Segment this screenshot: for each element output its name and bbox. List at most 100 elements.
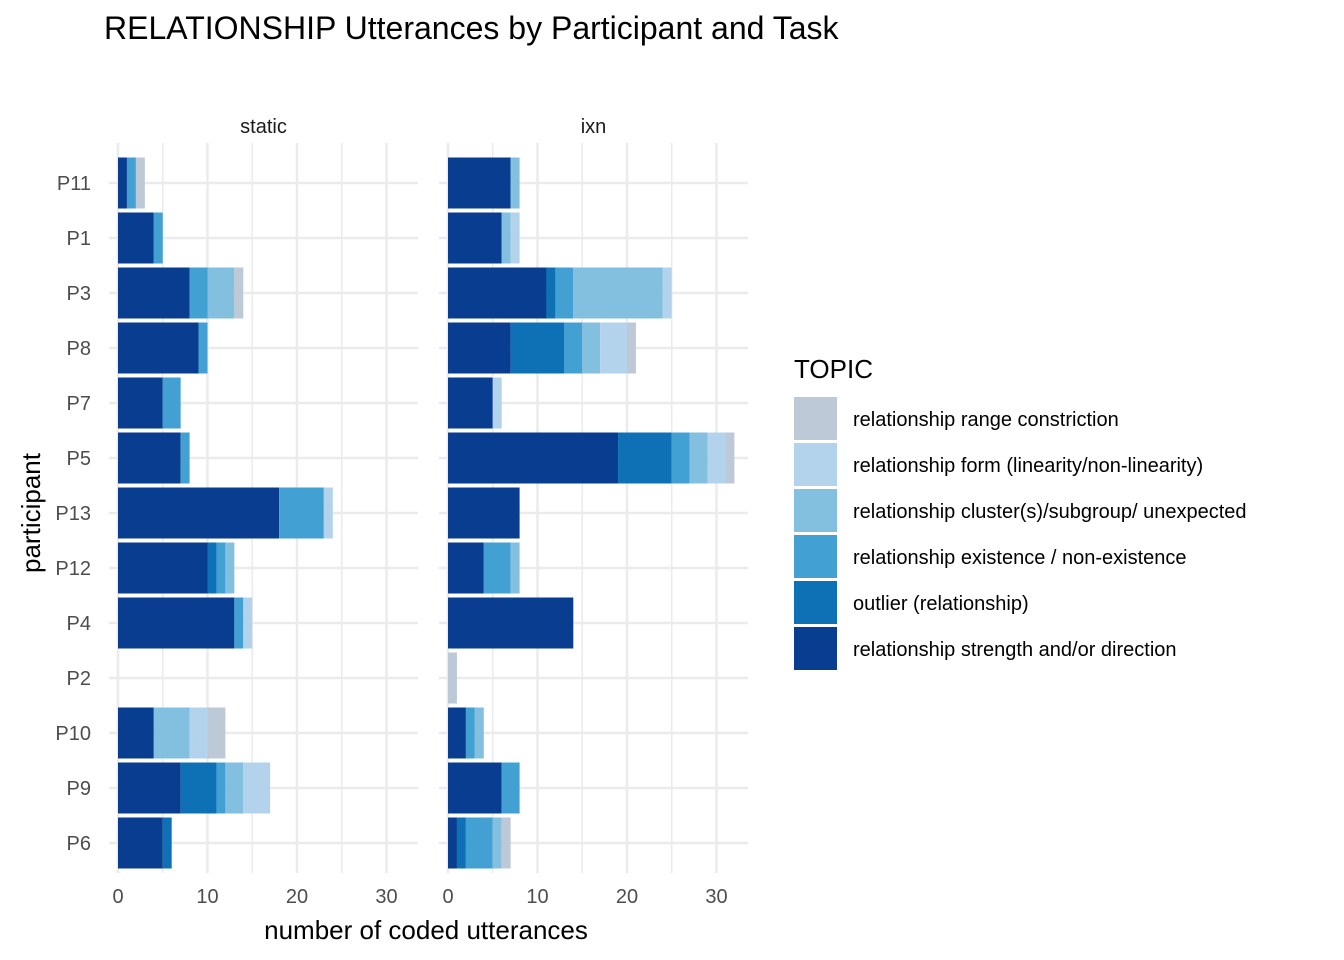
bar-segment-static-p7-relationship-strength-and-or-direction — [118, 377, 163, 429]
facet-label-ixn: ixn — [581, 116, 607, 138]
x-tick-label: 20 — [286, 886, 308, 908]
bar-segment-ixn-p7-relationship-form-linearity-non-linearity — [492, 377, 502, 429]
bar-segment-static-p13-relationship-strength-and-or-direction — [118, 487, 280, 539]
bar-segment-ixn-p1-relationship-form-linearity-non-linearity — [510, 212, 520, 264]
y-tick-label-p2: P2 — [67, 668, 91, 690]
bar-segment-static-p1-relationship-existence-non-existence — [153, 212, 163, 264]
panel-ixn: ixn 0 10 20 30 — [439, 116, 748, 908]
bar-segment-ixn-p13-relationship-strength-and-or-direction — [448, 487, 520, 539]
bar-segment-ixn-p10-relationship-cluster-s-subgroup-unexpected — [474, 707, 484, 759]
legend-swatch-relationship-existence-non-existence — [794, 535, 837, 578]
x-tick-label: 10 — [196, 886, 218, 908]
bar-segment-ixn-p1-relationship-cluster-s-subgroup-unexpected — [501, 212, 511, 264]
legend-swatch-relationship-strength-and-or-direction — [794, 627, 837, 670]
y-axis: P11 P1 P3 P8 P7 P5 P13 P12 P4 P2 P10 P9 P6 — [55, 173, 91, 855]
bar-segment-ixn-p4-relationship-strength-and-or-direction — [448, 597, 574, 649]
bar-segment-ixn-p12-relationship-strength-and-or-direction — [448, 542, 484, 594]
bar-segment-static-p4-relationship-strength-and-or-direction — [118, 597, 235, 649]
panel-static: static 0 10 20 30 — [109, 116, 418, 908]
facet-label-static: static — [240, 116, 287, 138]
bar-segment-static-p9-relationship-form-linearity-non-linearity — [243, 762, 271, 814]
bar-segment-static-p10-relationship-strength-and-or-direction — [118, 707, 154, 759]
bar-segment-ixn-p11-relationship-strength-and-or-direction — [448, 157, 511, 209]
bar-segment-static-p4-relationship-form-linearity-non-linearity — [243, 597, 253, 649]
legend-label-outlier-relationship: outlier (relationship) — [853, 593, 1029, 615]
bar-segment-static-p9-outlier-relationship — [180, 762, 217, 814]
bar-segment-ixn-p8-outlier-relationship — [510, 322, 565, 374]
legend-label-relationship-existence-non-existence: relationship existence / non-existence — [853, 547, 1187, 569]
bar-segment-ixn-p8-relationship-range-constriction — [627, 322, 636, 374]
bar-segment-static-p10-relationship-range-constriction — [207, 707, 226, 759]
bar-segment-ixn-p8-relationship-strength-and-or-direction — [448, 322, 511, 374]
bar-segment-static-p10-relationship-cluster-s-subgroup-unexpected — [153, 707, 190, 759]
bar-segment-static-p13-relationship-existence-non-existence — [279, 487, 324, 539]
legend-label-relationship-form-linearity-non-linearity: relationship form (linearity/non-lineari… — [853, 455, 1203, 477]
bar-segment-ixn-p8-relationship-cluster-s-subgroup-unexpected — [582, 322, 601, 374]
bar-segment-static-p9-relationship-strength-and-or-direction — [118, 762, 181, 814]
bar-segment-ixn-p8-relationship-existence-non-existence — [564, 322, 583, 374]
bar-segment-static-p11-relationship-existence-non-existence — [126, 157, 136, 209]
x-tick-label: 10 — [526, 886, 548, 908]
bar-segment-ixn-p3-relationship-existence-non-existence — [555, 267, 574, 319]
bar-segment-static-p3-relationship-range-constriction — [234, 267, 244, 319]
bar-segment-ixn-p10-relationship-strength-and-or-direction — [448, 707, 466, 759]
legend-label-relationship-range-constriction: relationship range constriction — [853, 409, 1119, 431]
bar-segment-ixn-p3-relationship-cluster-s-subgroup-unexpected — [573, 267, 663, 319]
x-tick-label: 30 — [705, 886, 727, 908]
bar-segment-static-p5-relationship-existence-non-existence — [180, 432, 190, 484]
y-axis-title: participant — [16, 452, 46, 573]
bar-segment-static-p12-outlier-relationship — [207, 542, 217, 594]
bar-segment-static-p8-relationship-existence-non-existence — [198, 322, 208, 374]
bar-segment-static-p4-relationship-existence-non-existence — [234, 597, 244, 649]
y-tick-label-p4: P4 — [67, 613, 91, 635]
legend-swatch-relationship-form-linearity-non-linearity — [794, 443, 837, 486]
bar-segment-static-p5-relationship-strength-and-or-direction — [118, 432, 181, 484]
legend-label-relationship-cluster-s-subgroup-unexpected: relationship cluster(s)/subgroup/ unexpe… — [853, 501, 1247, 523]
bar-segment-ixn-p12-relationship-existence-non-existence — [483, 542, 511, 594]
x-tick-label: 30 — [375, 886, 397, 908]
bar-segment-ixn-p10-relationship-existence-non-existence — [465, 707, 475, 759]
bar-segment-static-p12-relationship-existence-non-existence — [216, 542, 226, 594]
bar-segment-ixn-p6-outlier-relationship — [456, 817, 466, 869]
bar-segment-static-p9-relationship-cluster-s-subgroup-unexpected — [225, 762, 244, 814]
bar-segment-static-p3-relationship-existence-non-existence — [189, 267, 208, 319]
y-tick-label-p13: P13 — [55, 503, 91, 525]
bar-segment-static-p9-relationship-existence-non-existence — [216, 762, 226, 814]
bar-segment-ixn-p5-relationship-form-linearity-non-linearity — [707, 432, 726, 484]
bar-segment-ixn-p5-relationship-existence-non-existence — [671, 432, 690, 484]
bar-segment-static-p10-relationship-form-linearity-non-linearity — [189, 707, 208, 759]
y-tick-label-p1: P1 — [67, 228, 91, 250]
bar-segment-ixn-p3-outlier-relationship — [546, 267, 556, 319]
bar-segment-ixn-p6-relationship-strength-and-or-direction — [448, 817, 457, 869]
bar-segment-ixn-p3-relationship-form-linearity-non-linearity — [662, 267, 672, 319]
bar-segment-static-p11-relationship-strength-and-or-direction — [118, 157, 127, 209]
y-tick-label-p3: P3 — [67, 283, 91, 305]
bar-segment-static-p12-relationship-cluster-s-subgroup-unexpected — [225, 542, 235, 594]
bar-segment-static-p3-relationship-cluster-s-subgroup-unexpected — [207, 267, 235, 319]
bar-segment-ixn-p1-relationship-strength-and-or-direction — [448, 212, 502, 264]
bar-segment-static-p3-relationship-strength-and-or-direction — [118, 267, 190, 319]
bar-segment-ixn-p3-relationship-strength-and-or-direction — [448, 267, 547, 319]
bar-segment-ixn-p5-relationship-strength-and-or-direction — [448, 432, 619, 484]
legend-title: TOPIC — [794, 354, 873, 384]
bar-segment-ixn-p6-relationship-existence-non-existence — [465, 817, 493, 869]
legend-swatch-outlier-relationship — [794, 581, 837, 624]
bar-segment-ixn-p11-relationship-cluster-s-subgroup-unexpected — [510, 157, 520, 209]
x-tick-label: 0 — [442, 886, 453, 908]
y-tick-label-p9: P9 — [67, 778, 91, 800]
bar-segment-static-p6-relationship-strength-and-or-direction — [118, 817, 163, 869]
bar-segment-static-p6-outlier-relationship — [162, 817, 172, 869]
bar-segment-static-p8-relationship-strength-and-or-direction — [118, 322, 199, 374]
bar-segment-ixn-p12-relationship-cluster-s-subgroup-unexpected — [510, 542, 520, 594]
x-tick-label: 0 — [112, 886, 123, 908]
legend-swatch-relationship-cluster-s-subgroup-unexpected — [794, 489, 837, 532]
bar-segment-ixn-p5-relationship-cluster-s-subgroup-unexpected — [689, 432, 708, 484]
chart-title: RELATIONSHIP Utterances by Participant a… — [104, 10, 840, 46]
y-tick-label-p10: P10 — [55, 723, 91, 745]
legend: TOPIC relationship range constriction rel… — [794, 354, 1247, 670]
bar-segment-ixn-p9-relationship-existence-non-existence — [501, 762, 520, 814]
bar-segment-ixn-p5-outlier-relationship — [618, 432, 672, 484]
bar-segment-static-p7-relationship-existence-non-existence — [162, 377, 181, 429]
y-tick-label-p8: P8 — [67, 338, 91, 360]
bar-segment-ixn-p5-relationship-range-constriction — [725, 432, 735, 484]
